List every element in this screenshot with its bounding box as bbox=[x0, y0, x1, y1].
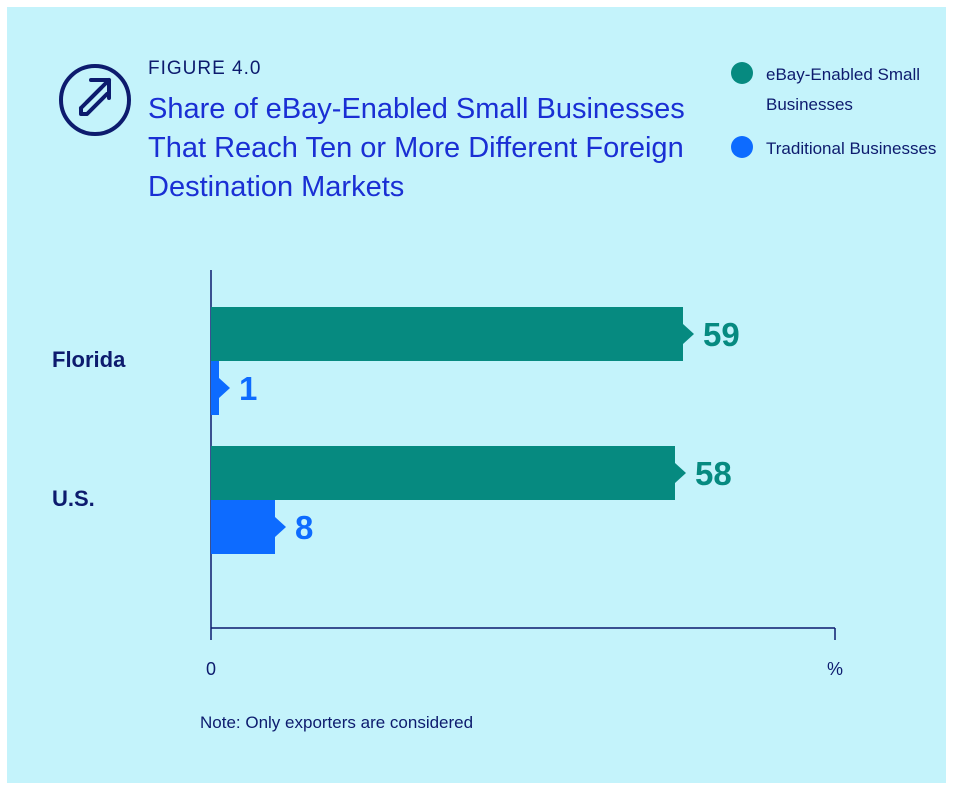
bar-pointer-us-traditional bbox=[275, 517, 286, 537]
data-label-florida-traditional: 1 bbox=[239, 370, 257, 407]
data-label-florida-ebay: 59 bbox=[703, 316, 740, 353]
data-label-us-ebay: 58 bbox=[695, 455, 732, 492]
bar-florida-traditional bbox=[211, 361, 219, 415]
figure-label: FIGURE 4.0 bbox=[148, 58, 262, 79]
legend-swatch-ebay bbox=[731, 62, 753, 84]
legend-swatch-traditional bbox=[731, 136, 753, 158]
legend-label-ebay: eBay-Enabled Small Businesses bbox=[766, 65, 921, 114]
chart-note: Note: Only exporters are considered bbox=[200, 713, 474, 732]
category-label-us: U.S. bbox=[52, 486, 95, 511]
legend-label-traditional: Traditional Businesses bbox=[766, 139, 937, 158]
bar-florida-ebay bbox=[211, 307, 683, 361]
bar-us-ebay bbox=[211, 446, 675, 500]
bar-pointer-us-ebay bbox=[675, 463, 686, 483]
x-tick-label-percent: % bbox=[827, 659, 843, 679]
chart-panel bbox=[7, 7, 946, 783]
x-tick-label-0: 0 bbox=[206, 659, 216, 679]
bar-us-traditional bbox=[211, 500, 275, 554]
data-label-us-traditional: 8 bbox=[295, 509, 313, 546]
arrow-up-right-circle-icon bbox=[59, 64, 131, 136]
chart-title: Share of eBay-Enabled Small Businesses T… bbox=[148, 93, 685, 203]
bar-pointer-florida-traditional bbox=[219, 378, 230, 398]
category-label-florida: Florida bbox=[52, 347, 126, 372]
bar-pointer-florida-ebay bbox=[683, 324, 694, 344]
